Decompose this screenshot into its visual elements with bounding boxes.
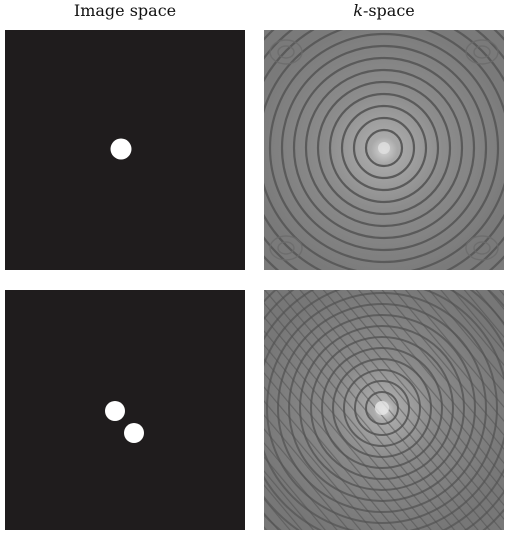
image-space-canvas-2 bbox=[5, 290, 245, 530]
k-space-canvas-2 bbox=[264, 290, 504, 530]
fourier-rings bbox=[264, 30, 504, 270]
image-space-panel-two-dots bbox=[5, 290, 245, 530]
image-background bbox=[5, 290, 245, 530]
bright-dot bbox=[124, 423, 144, 443]
image-space-panel-single-dot bbox=[5, 30, 245, 270]
k-space-header-rest: -space bbox=[362, 1, 415, 20]
dc-peak bbox=[375, 401, 389, 415]
image-space-header-text: Image space bbox=[73, 1, 177, 20]
k-space-canvas-1 bbox=[264, 30, 504, 270]
corner-lobes bbox=[269, 39, 499, 261]
k-space-header-k: k bbox=[353, 1, 363, 20]
dc-peak bbox=[378, 142, 390, 154]
image-space-canvas-1 bbox=[5, 30, 245, 270]
bright-dot bbox=[105, 401, 125, 421]
bright-dot bbox=[110, 138, 132, 160]
k-space-header: k-space bbox=[264, 0, 504, 22]
k-space-panel-two-dots bbox=[264, 290, 504, 530]
k-space-panel-single-dot bbox=[264, 30, 504, 270]
image-space-header: Image space bbox=[5, 0, 245, 22]
